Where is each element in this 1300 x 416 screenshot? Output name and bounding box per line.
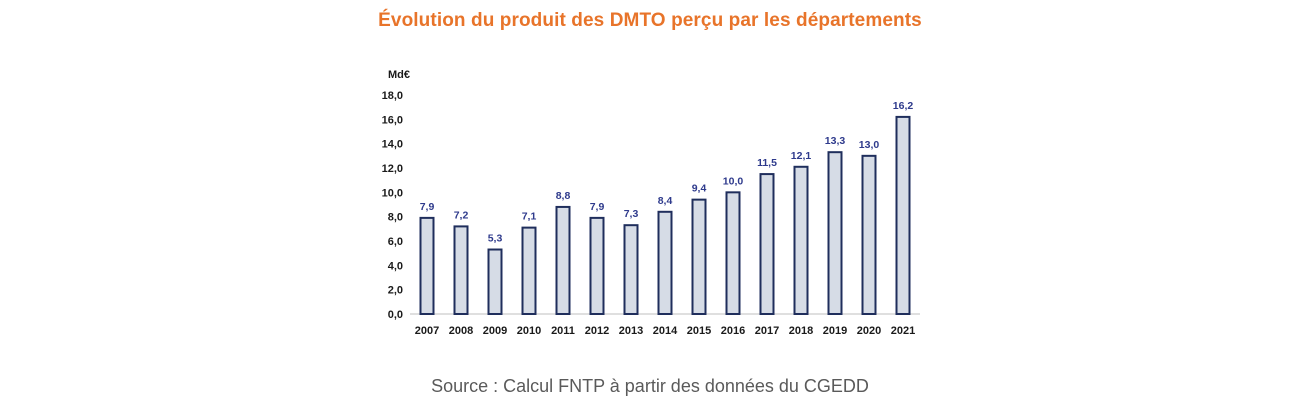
data-label-2011: 8,8 xyxy=(556,190,571,202)
y-axis-ticks: 0,0 2,0 4,0 6,0 8,0 10,0 12,0 14,0 16,0 18,0 xyxy=(382,90,403,321)
bar-2019 xyxy=(827,151,843,315)
x-tick-label: 2014 xyxy=(653,325,678,337)
bars-group xyxy=(419,115,911,316)
x-tick-label: 2009 xyxy=(483,325,507,337)
y-tick-label: 8,0 xyxy=(388,212,403,224)
bar-2018 xyxy=(793,165,809,315)
data-label-2009: 5,3 xyxy=(488,233,503,245)
x-tick-label: 2016 xyxy=(721,325,745,337)
bar-2016 xyxy=(725,191,741,315)
bar-chart: Md€ 0,02,04,06,08,010,012,014,016,018,0 … xyxy=(382,69,920,337)
x-tick-label: 2012 xyxy=(585,325,609,337)
x-tick-label: 2008 xyxy=(449,325,473,337)
y-tick-label: 18,0 xyxy=(382,90,403,102)
x-tick-label: 2019 xyxy=(823,325,847,337)
bar-2013 xyxy=(623,224,639,315)
bar-2009 xyxy=(487,248,503,315)
data-label-2008: 7,2 xyxy=(454,209,469,221)
y-tick-label: 16,0 xyxy=(382,114,403,126)
data-label-2014: 8,4 xyxy=(658,195,673,207)
bar-2007 xyxy=(419,216,435,315)
bar-2012 xyxy=(589,216,605,315)
x-tick-label: 2017 xyxy=(755,325,779,337)
x-tick-label: 2013 xyxy=(619,325,643,337)
bar-2010 xyxy=(521,226,537,315)
y-tick-label: 12,0 xyxy=(382,163,403,175)
y-tick-label: 6,0 xyxy=(388,236,403,248)
x-tick-label: 2021 xyxy=(891,325,915,337)
bar-2014 xyxy=(657,210,673,315)
data-label-2020: 13,0 xyxy=(859,139,880,151)
x-tick-label: 2015 xyxy=(687,325,711,337)
chart-area: Md€ 0,0 2,0 4,0 6,0 8,0 10,0 12,0 14,0 16,0 18,0 … xyxy=(330,56,950,356)
source-caption: Source : Calcul FNTP à partir des donnée… xyxy=(431,376,869,396)
bar-2021 xyxy=(895,115,911,316)
data-label-2016: 10,0 xyxy=(723,175,744,187)
data-label-2018: 12,1 xyxy=(791,150,812,162)
y-tick-label: 14,0 xyxy=(382,139,403,151)
chart-title: Évolution du produit des DMTO perçu par … xyxy=(378,10,922,31)
bar-2008 xyxy=(453,225,469,315)
y-tick-label: 0,0 xyxy=(388,309,403,321)
y-axis-unit-label: Md€ xyxy=(388,69,410,81)
bar-2015 xyxy=(691,198,707,315)
bar-2020 xyxy=(861,154,877,316)
x-tick-label: 2007 xyxy=(415,325,439,337)
bar-2011 xyxy=(555,205,571,315)
data-label-2010: 7,1 xyxy=(522,211,537,223)
x-tick-label: 2010 xyxy=(517,325,541,337)
data-labels-group: 7,9 7,2 5,3 7,1 8,8 7,9 7,3 8,4 9,4 10,0 11,5 12,1 1… xyxy=(420,100,914,245)
data-label-2007: 7,9 xyxy=(420,201,435,213)
x-axis-ticks: 2007 2008 2009 2010 2011 2012 2013 2014 2015 2016… xyxy=(415,325,915,337)
data-label-2017: 11,5 xyxy=(757,157,777,169)
data-label-2013: 7,3 xyxy=(624,208,639,220)
bar-2017 xyxy=(759,173,775,316)
y-tick-label: 4,0 xyxy=(388,260,403,272)
data-label-2019: 13,3 xyxy=(825,135,846,147)
data-label-2012: 7,9 xyxy=(590,201,605,213)
x-tick-label: 2018 xyxy=(789,325,813,337)
y-tick-label: 10,0 xyxy=(382,187,403,199)
data-label-2021: 16,2 xyxy=(893,100,914,112)
data-label-2015: 9,4 xyxy=(692,183,707,195)
x-tick-label: 2020 xyxy=(857,325,881,337)
x-tick-label: 2011 xyxy=(551,325,575,337)
y-tick-label: 2,0 xyxy=(388,285,403,297)
